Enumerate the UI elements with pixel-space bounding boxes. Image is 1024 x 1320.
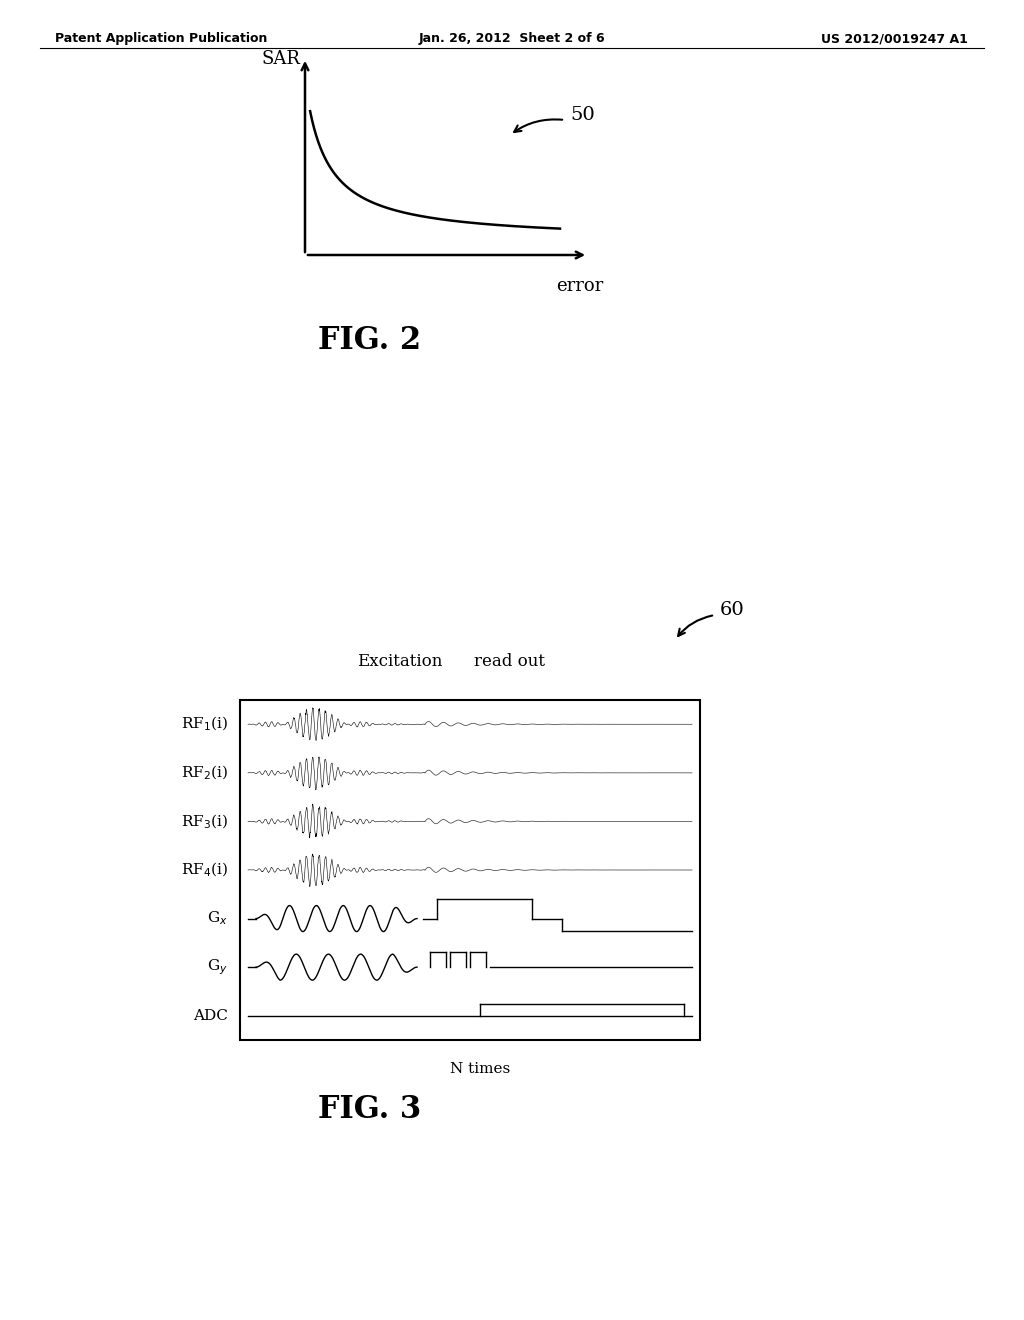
Text: FIG. 3: FIG. 3	[318, 1094, 422, 1125]
Text: RF$_2$(i): RF$_2$(i)	[181, 764, 228, 781]
Text: Patent Application Publication: Patent Application Publication	[55, 32, 267, 45]
Text: RF$_3$(i): RF$_3$(i)	[181, 812, 228, 830]
Text: Excitation: Excitation	[357, 653, 442, 671]
Text: error: error	[556, 277, 603, 294]
Text: G$_x$: G$_x$	[207, 909, 228, 928]
Text: FIG. 2: FIG. 2	[318, 325, 422, 356]
Text: RF$_4$(i): RF$_4$(i)	[181, 861, 228, 879]
Text: read out: read out	[474, 653, 546, 671]
Text: ADC: ADC	[194, 1008, 228, 1023]
Text: 60: 60	[720, 601, 744, 619]
Text: Jan. 26, 2012  Sheet 2 of 6: Jan. 26, 2012 Sheet 2 of 6	[419, 32, 605, 45]
Bar	[240, 700, 700, 1040]
Text: G$_y$: G$_y$	[207, 957, 228, 977]
Text: RF$_1$(i): RF$_1$(i)	[181, 715, 228, 734]
Text: 50: 50	[570, 106, 595, 124]
Text: SAR: SAR	[261, 50, 300, 69]
Text: N times: N times	[450, 1063, 510, 1076]
Text: US 2012/0019247 A1: US 2012/0019247 A1	[821, 32, 968, 45]
